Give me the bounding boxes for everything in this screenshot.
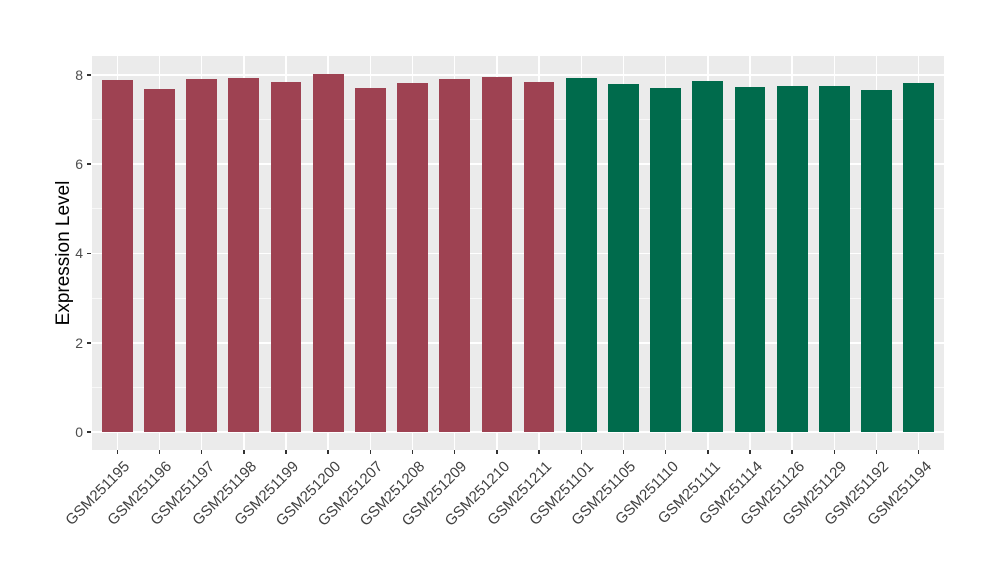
y-tick-mark-4 [87,252,91,255]
x-tick-mark-GSM251129 [833,450,836,454]
x-tick-mark-GSM251111 [707,450,709,454]
gridline-minor [92,118,944,120]
x-tick-mark-GSM251101 [580,450,583,454]
y-tick-mark-6 [87,163,91,165]
x-tick-mark-GSM251114 [749,450,751,454]
x-tick-mark-GSM251208 [411,450,414,454]
x-tick-mark-GSM251110 [664,450,667,454]
bar-GSM251199 [270,82,302,433]
x-tick-mark-GSM251207 [369,450,372,454]
x-tick-mark-GSM251209 [453,450,456,454]
bar-GSM251208 [397,83,428,433]
y-tick-label-0: 0 [75,424,83,441]
bar-GSM251126 [776,85,808,433]
x-tick-mark-GSM251195 [116,450,119,454]
bar-GSM251111 [692,81,724,433]
bar-GSM251192 [861,89,892,433]
x-tick-mark-GSM251198 [243,450,245,454]
bar-GSM251101 [565,78,597,433]
y-tick-mark-2 [87,342,91,344]
bar-GSM251197 [186,79,218,433]
bar-GSM251200 [312,73,344,433]
bar-GSM251210 [481,77,513,433]
x-tick-mark-GSM251196 [158,450,161,454]
y-tick-mark-0 [87,431,91,433]
bar-GSM251211 [523,81,555,433]
gridline-minor [92,386,944,388]
x-tick-mark-GSM251199 [285,450,287,454]
bar-GSM251105 [608,83,639,433]
y-tick-label-6: 6 [75,156,83,173]
y-tick-mark-8 [87,74,91,76]
bar-GSM251194 [903,83,935,433]
x-tick-mark-GSM251211 [538,450,540,454]
bar-GSM251114 [734,87,766,433]
x-tick-mark-GSM251105 [622,450,625,454]
gridline-major [92,163,944,165]
x-tick-mark-GSM251194 [917,450,920,454]
bar-GSM251209 [439,78,471,433]
y-tick-label-4: 4 [75,245,83,262]
x-tick-mark-GSM251200 [327,450,329,454]
y-tick-label-8: 8 [75,66,83,83]
x-tick-mark-GSM251126 [791,450,793,454]
gridline-minor [92,297,944,299]
gridline-major [92,252,944,255]
bar-GSM251195 [101,80,133,433]
bar-GSM251129 [818,85,850,433]
x-tick-mark-GSM251192 [875,450,878,454]
y-tick-label-2: 2 [75,334,83,351]
bar-GSM251198 [228,78,260,433]
plot-panel [92,56,944,450]
bar-GSM251207 [354,87,386,433]
x-tick-mark-GSM251210 [496,450,498,454]
gridline-major [92,342,944,344]
gridline-major [92,431,944,433]
bar-GSM251110 [650,88,681,433]
gridline-minor [92,208,944,210]
gridline-major [92,74,944,76]
x-tick-mark-GSM251197 [200,450,203,454]
bar-GSM251196 [144,89,175,433]
